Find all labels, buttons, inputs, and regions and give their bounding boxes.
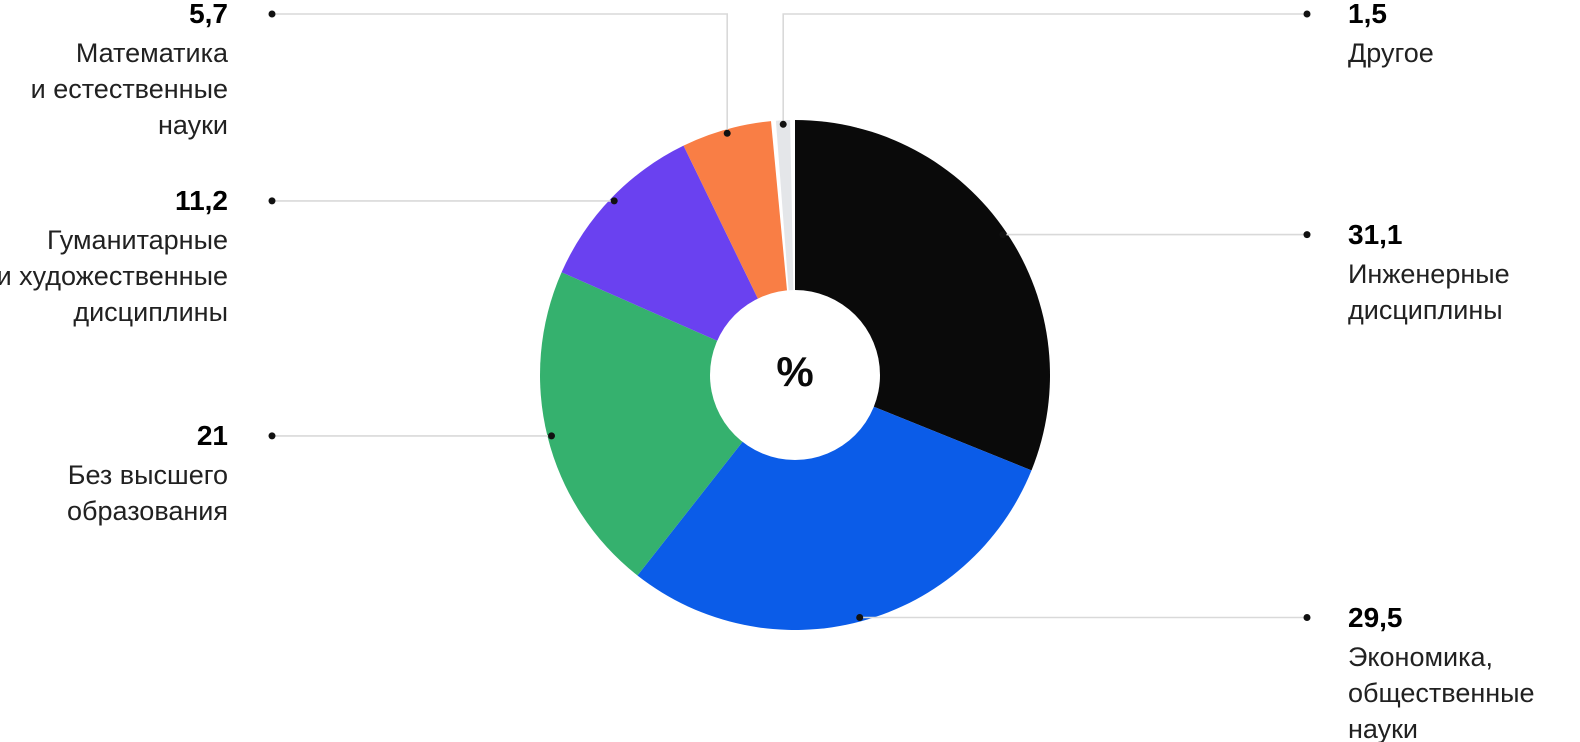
- leader-line-math-natural-science: [272, 13, 729, 134]
- leader-dot-engineering: [1303, 231, 1311, 239]
- slice-label-line: и художественные: [0, 260, 228, 291]
- leader-dot-engineering: [999, 231, 1007, 239]
- slice-label-line: Инженерные: [1348, 258, 1510, 289]
- slice-economics-social: [637, 375, 1032, 630]
- slice-label-line: Другое: [1348, 38, 1434, 68]
- slice-label-other: 1,5 Другое: [1348, 0, 1434, 71]
- slice-value: 1,5: [1348, 0, 1387, 29]
- leader-dot-economics-social: [856, 614, 864, 621]
- slice-label-line: образования: [67, 495, 228, 526]
- slice-label-line: Гуманитарные: [46, 224, 228, 255]
- slice-label-line: дисциплины: [73, 296, 228, 327]
- slice-label-line: науки: [157, 110, 228, 140]
- slice-label-line: науки: [1348, 713, 1419, 742]
- donut-hole: [710, 290, 880, 460]
- slice-label-line: Математика: [75, 38, 228, 68]
- leader-line-other: [782, 13, 1307, 125]
- slice-value: 21: [196, 419, 228, 451]
- slice-value: 11,2: [175, 184, 228, 216]
- slice-label-math-natural-science: 5,7 Математика и естественные науки: [31, 0, 228, 143]
- slice-value: 31,1: [1348, 218, 1403, 250]
- leader-dot-math-natural-science: [268, 10, 276, 18]
- donut-center-unit-label: %: [776, 348, 814, 395]
- leader-dot-humanities-arts: [268, 197, 276, 205]
- slice-value: 5,7: [189, 0, 228, 29]
- slice-label-line: Экономика,: [1348, 641, 1494, 672]
- leader-dot-no-higher-education: [548, 432, 555, 440]
- leader-dot-economics-social: [1303, 614, 1311, 621]
- slice-label-no-higher-education: 21 Без высшего образования: [67, 418, 228, 529]
- leader-dot-humanities-arts: [610, 197, 618, 205]
- leader-dot-other: [779, 120, 787, 128]
- slice-label-economics-social: 29,5 Экономика, общественные науки: [1348, 600, 1535, 742]
- slice-label-line: общественные: [1348, 677, 1535, 708]
- leader-dot-math-natural-science: [723, 129, 731, 137]
- slice-label-line: дисциплины: [1348, 294, 1503, 325]
- slice-label-line: Без высшего: [67, 459, 228, 490]
- slice-value: 29,5: [1348, 601, 1403, 633]
- slice-label-line: и естественные: [30, 74, 228, 104]
- leader-dot-other: [1303, 10, 1311, 18]
- slice-label-humanities-arts: 11,2 Гуманитарные и художественные дисци…: [0, 183, 228, 330]
- leader-dot-no-higher-education: [268, 432, 276, 440]
- slice-label-engineering: 31,1 Инженерные дисциплины: [1348, 217, 1510, 328]
